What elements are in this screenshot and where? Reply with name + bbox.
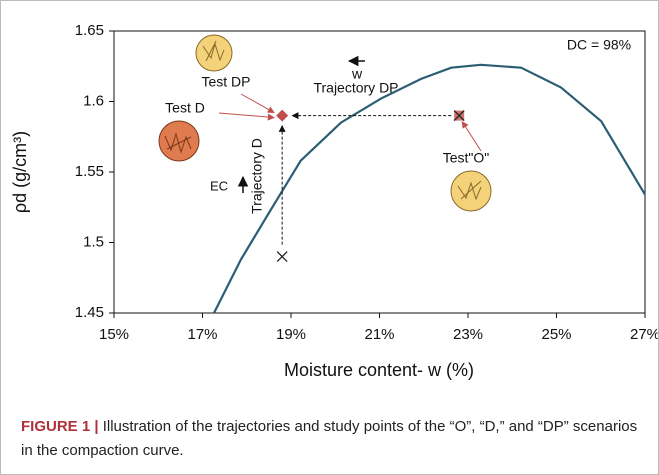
sample-icon — [450, 170, 492, 212]
pointer — [240, 93, 275, 114]
x-tick-label: 27% — [630, 326, 658, 343]
y-tick-label: 1.6 — [83, 92, 104, 109]
sample-icon-texture — [457, 180, 482, 201]
sample-icon — [158, 120, 200, 162]
annotation: Trajectory D — [249, 138, 265, 214]
x-tick-label: 25% — [541, 326, 571, 343]
x-tick-label: 17% — [187, 326, 217, 343]
pointer — [461, 121, 482, 152]
annotation: w — [351, 66, 363, 82]
x-tick-label: 23% — [453, 326, 483, 343]
caption-label: FIGURE 1 | — [21, 418, 99, 435]
x-axis-label: Moisture content- w (%) — [284, 360, 474, 380]
y-axis-label: ρd (g/cm³) — [10, 131, 30, 213]
chart: ρd (g/cm³) Moisture content- w (%) 1.45 1… — [10, 22, 658, 380]
sample-icon-texture — [164, 132, 192, 154]
curve — [213, 63, 646, 314]
x-tick-label: 21% — [364, 326, 394, 343]
x-tick-label: 15% — [99, 326, 129, 343]
y-tick-label: 1.55 — [75, 163, 104, 180]
y-tick-label: 1.65 — [75, 22, 104, 39]
pointer — [218, 112, 275, 121]
sample-icon — [195, 34, 233, 72]
y-tick-label: 1.45 — [75, 304, 104, 321]
annotation: Trajectory DP — [313, 80, 398, 96]
point — [276, 251, 288, 263]
annotation: Test"O" — [443, 150, 490, 166]
icons — [158, 34, 492, 212]
point — [276, 109, 289, 122]
x-tick-label: 19% — [276, 326, 306, 343]
y-tick-label: 1.5 — [83, 233, 104, 250]
point — [453, 110, 465, 122]
plot-frame — [113, 30, 646, 314]
caption: FIGURE 1 | Illustration of the trajector… — [21, 415, 641, 463]
annotation: Test DP — [201, 74, 250, 90]
sample-icon-texture — [202, 40, 225, 62]
caption-text: Illustration of the trajectories and stu… — [21, 418, 638, 459]
annotation: Test D — [165, 100, 205, 116]
annotation: EC — [210, 178, 228, 193]
annotation: DC = 98% — [567, 37, 631, 53]
